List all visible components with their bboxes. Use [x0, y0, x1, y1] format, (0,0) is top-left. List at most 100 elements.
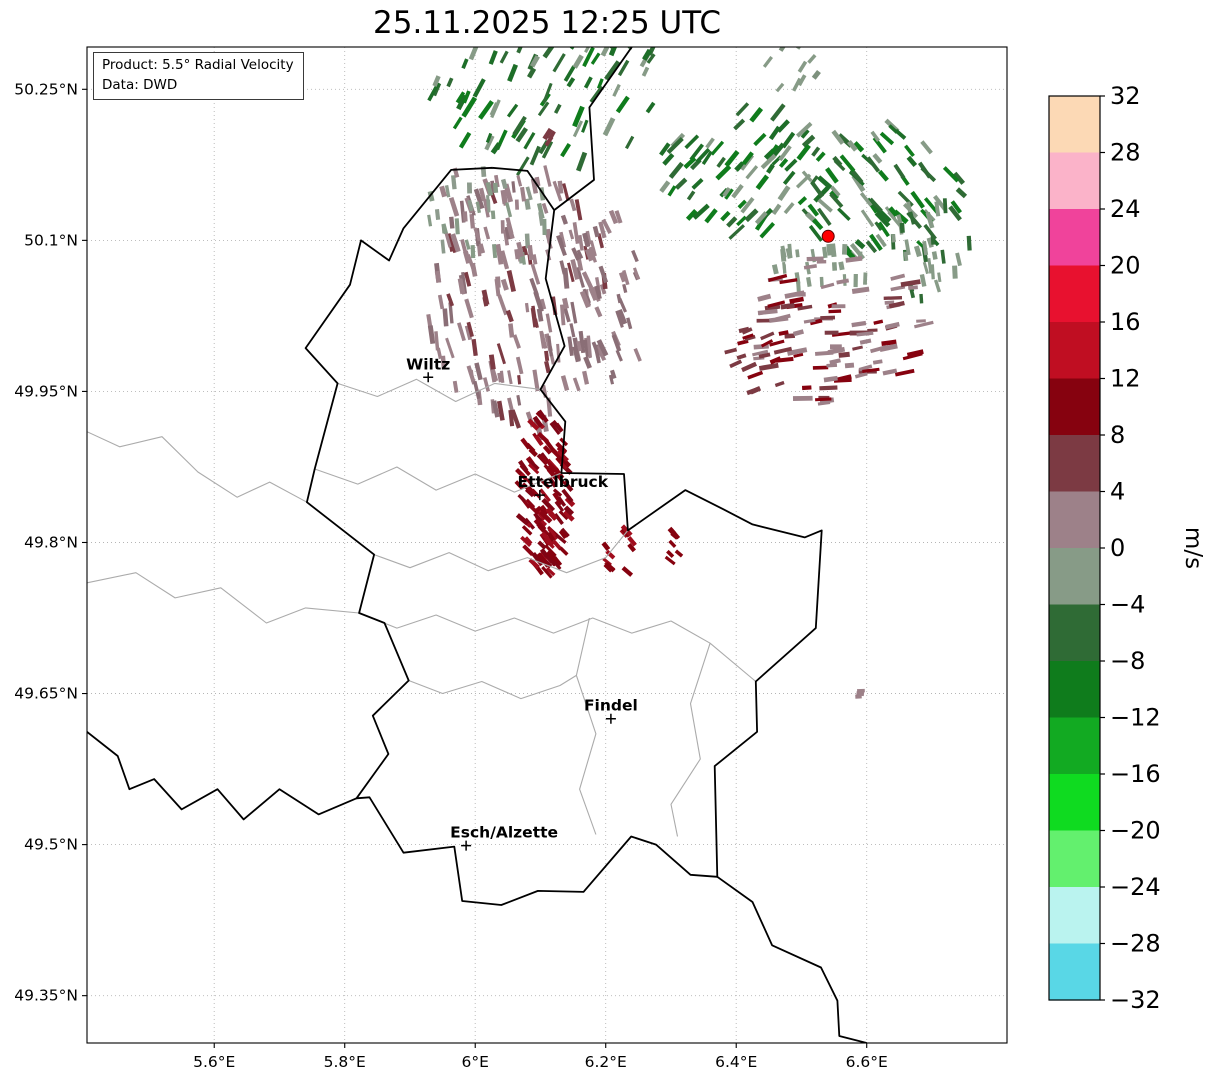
radar-echo [766, 163, 775, 174]
radar-echo [617, 59, 630, 77]
radar-echo [815, 397, 832, 402]
radar-echo [783, 202, 795, 215]
radar-echo [837, 207, 851, 221]
radar-echo [566, 262, 575, 283]
colorbar-tick-label: 20 [1110, 252, 1141, 280]
radar-echo [904, 144, 915, 158]
radar-echo [758, 309, 768, 316]
x-tick-label: 6.2°E [585, 1053, 627, 1071]
radar-echo [569, 47, 581, 50]
radar-echo [500, 250, 510, 270]
radar-echo [785, 247, 793, 259]
radar-echo [863, 272, 868, 285]
radar-echo [569, 323, 576, 338]
radar-echo [557, 496, 567, 507]
radar-echo [808, 224, 823, 242]
radar-echo [704, 208, 718, 224]
radar-echo [736, 353, 747, 360]
radar-echo [729, 359, 743, 369]
colorbar-tick-label: −28 [1110, 930, 1161, 958]
radar-echo [506, 270, 516, 292]
radar-echo [884, 206, 897, 221]
map-layers [87, 10, 972, 1043]
radar-echo [624, 135, 635, 150]
radar-echo [446, 293, 455, 307]
radar-echo [532, 415, 543, 428]
radar-echo [434, 331, 440, 351]
colorbar-tick-label: −4 [1110, 591, 1145, 619]
radar-echo [508, 409, 515, 427]
radar-echo [450, 233, 461, 253]
radar-echo [747, 370, 764, 380]
radar-echo [845, 255, 863, 263]
radar-echo [866, 156, 881, 173]
radar-echo [539, 504, 550, 515]
radar-echo [490, 142, 502, 155]
radar-echo [511, 181, 516, 193]
radar-echo [824, 330, 839, 335]
radar-echo [859, 191, 873, 207]
radar-echo [922, 261, 929, 275]
radar-echo [796, 282, 801, 292]
radar-echo [478, 100, 494, 120]
radar-echo [560, 375, 570, 392]
radar-echo [544, 350, 550, 362]
radar-echo [899, 222, 905, 233]
radar-echo [454, 218, 460, 235]
radar-echo [586, 335, 592, 358]
radar-echo [590, 52, 601, 65]
y-tick-label: 49.95°N [14, 382, 78, 400]
radar-echo [572, 377, 581, 392]
radar-echo [529, 145, 541, 166]
radar-echo [562, 267, 570, 289]
radar-echo [542, 127, 553, 141]
radar-echo [569, 198, 577, 212]
city-marker [534, 490, 545, 501]
radar-echo [517, 493, 527, 503]
radar-echo [571, 247, 581, 261]
region-border [358, 612, 757, 682]
colorbar-tick-label: 16 [1110, 308, 1141, 336]
radar-echo [605, 549, 616, 560]
radar-echo [528, 558, 540, 569]
radar-echo [852, 345, 864, 351]
radar-echo [546, 531, 556, 542]
x-tick-label: 5.6°E [193, 1053, 235, 1071]
radar-echo [464, 298, 474, 319]
radar-echo [753, 132, 767, 147]
radar-echo [482, 198, 490, 218]
colorbar-segment [1049, 435, 1100, 493]
radar-echo [610, 369, 617, 380]
radar-echo [522, 10, 533, 29]
radar-echo [885, 321, 900, 330]
radar-echo [583, 356, 592, 369]
radar-echo [559, 546, 569, 556]
radar-echo [497, 372, 504, 383]
radar-echo [756, 318, 773, 323]
radar-echo [558, 454, 572, 468]
radar-echo [853, 273, 858, 288]
radar-echo [563, 65, 576, 82]
radar-echo [526, 502, 540, 516]
radar-echo [811, 146, 821, 157]
radar-echo [434, 270, 442, 283]
radar-echo [846, 139, 858, 152]
radar-echo [820, 315, 836, 320]
radar-echo [618, 271, 627, 283]
radar-echo [473, 227, 481, 242]
radar-echo [767, 300, 786, 308]
radar-echo [803, 318, 816, 324]
radar-echo [497, 294, 508, 316]
colorbar-segment [1049, 209, 1100, 267]
radar-echo [925, 211, 935, 229]
radar-echo [900, 279, 921, 288]
radar-echo [515, 513, 530, 526]
radar-echo [769, 339, 785, 347]
radar-echo [615, 349, 623, 362]
radar-echo [539, 548, 549, 558]
radar-echo [492, 182, 499, 193]
x-tick-label: 6°E [462, 1053, 489, 1071]
radar-echo [906, 201, 912, 213]
radar-echo [955, 252, 962, 267]
radar-echo [500, 178, 508, 189]
